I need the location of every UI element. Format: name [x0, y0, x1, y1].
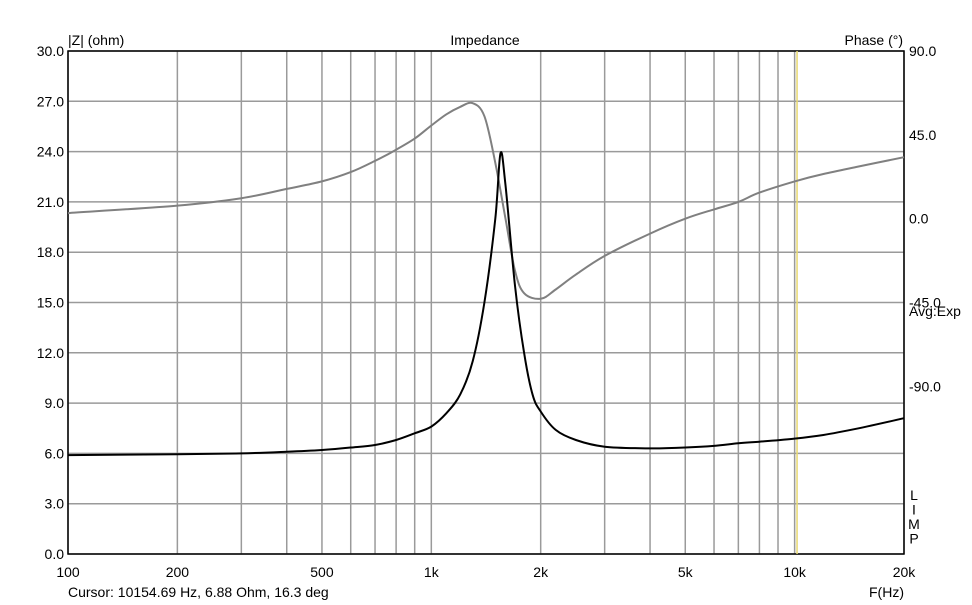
y2-axis-label: Phase (°)	[844, 32, 903, 48]
x-tick-label: 2k	[533, 564, 549, 580]
y-tick-label: 12.0	[37, 345, 64, 361]
limp-letter: L	[910, 487, 918, 503]
impedance-curve	[67, 151, 905, 457]
y-tick-label: 9.0	[45, 395, 65, 411]
chart-title: Impedance	[450, 32, 519, 48]
x-tick-label: 5k	[678, 564, 694, 580]
limp-letter: P	[909, 531, 918, 547]
limp-letter: M	[908, 516, 920, 532]
limp-letter: I	[912, 502, 916, 518]
y-tick-label: 15.0	[37, 295, 64, 311]
y-tick-label: 21.0	[37, 194, 64, 210]
y-tick-label: 30.0	[37, 43, 64, 59]
y2-tick-label: 45.0	[909, 127, 936, 143]
phase-curve	[67, 101, 905, 300]
y-tick-label: 6.0	[45, 445, 65, 461]
y2-tick-label: -45.0	[909, 295, 941, 311]
cursor-readout: Cursor: 10154.69 Hz, 6.88 Ohm, 16.3 deg	[68, 584, 329, 600]
avg-label: Avg:Exp	[909, 303, 961, 319]
tick-labels: 100 200 500 1k 2k 5k 10k 20k 0.0 3.0 6.0 9.0 12.0 15.…	[37, 43, 941, 580]
grid-lines	[67, 50, 905, 555]
x-tick-label: 500	[310, 564, 334, 580]
x-tick-label: 1k	[424, 564, 440, 580]
y-tick-label: 24.0	[37, 144, 64, 160]
y2-tick-label: -90.0	[909, 378, 941, 394]
y-axis-label: |Z| (ohm)	[68, 32, 124, 48]
x-axis-label: F(Hz)	[869, 584, 904, 600]
x-tick-label: 10k	[783, 564, 807, 580]
y2-tick-label: 0.0	[909, 211, 929, 227]
plot-frame	[67, 50, 905, 555]
y-tick-label: 0.0	[45, 546, 65, 562]
x-tick-label: 200	[166, 564, 190, 580]
x-tick-label: 20k	[893, 564, 917, 580]
y-tick-label: 27.0	[37, 93, 64, 109]
x-tick-label: 100	[56, 564, 80, 580]
y2-tick-label: 90.0	[909, 43, 936, 59]
y-tick-label: 3.0	[45, 496, 65, 512]
y-tick-label: 18.0	[37, 244, 64, 260]
